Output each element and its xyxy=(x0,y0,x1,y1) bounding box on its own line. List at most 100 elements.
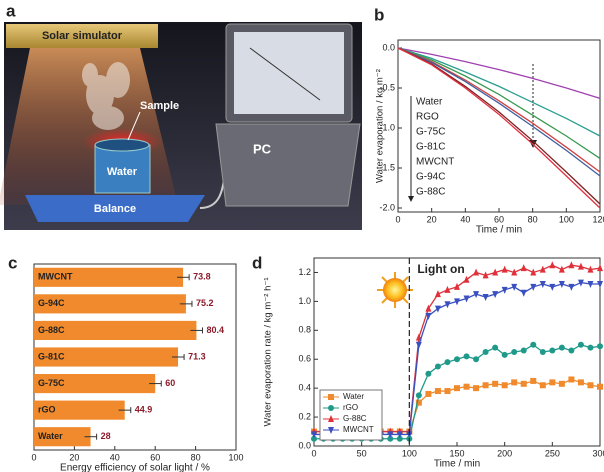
y-tick-label: 1.2 xyxy=(298,267,311,277)
panel-letter: a xyxy=(6,1,16,20)
marker xyxy=(473,268,479,275)
x-tick-label: 80 xyxy=(528,214,538,224)
category-label: MWCNT xyxy=(38,272,73,282)
marker xyxy=(492,381,498,387)
figure: Solar simulator Water Sample Balance PC … xyxy=(0,0,604,472)
legend-label: G-88C xyxy=(416,187,445,198)
legend-label: G-81C xyxy=(416,142,445,153)
legend-label: MWCNT xyxy=(416,157,454,168)
y-tick-label: 0.4 xyxy=(298,383,311,393)
marker xyxy=(549,348,555,354)
marker xyxy=(425,371,431,377)
legend-label: G-88C xyxy=(343,414,367,423)
laptop-keyboard xyxy=(216,124,360,206)
value-label: 71.3 xyxy=(188,351,206,361)
marker xyxy=(483,382,489,388)
marker xyxy=(521,290,527,297)
marker xyxy=(416,392,422,398)
marker xyxy=(416,342,422,349)
marker xyxy=(425,391,431,397)
category-label: rGO xyxy=(38,405,56,415)
marker xyxy=(559,381,565,387)
beaker-top xyxy=(95,139,149,151)
x-tick-label: 60 xyxy=(150,452,160,462)
marker xyxy=(328,394,334,400)
marker xyxy=(444,359,450,365)
marker xyxy=(454,283,460,290)
marker xyxy=(435,306,441,313)
y-tick-label: 0.2 xyxy=(298,411,311,421)
marker xyxy=(540,349,546,355)
balance-label: Balance xyxy=(94,203,136,215)
value-label: 73.8 xyxy=(193,272,211,282)
marker xyxy=(464,384,470,390)
marker xyxy=(454,356,460,362)
y-tick-label: 0.0 xyxy=(382,42,395,52)
value-label: 80.4 xyxy=(206,325,224,335)
marker xyxy=(502,352,508,358)
marker xyxy=(549,261,555,268)
marker xyxy=(328,405,334,411)
marker xyxy=(568,376,574,382)
x-tick-label: 80 xyxy=(191,452,201,462)
value-label: 44.9 xyxy=(135,405,153,415)
y-tick-label: 1.0 xyxy=(298,296,311,306)
category-label: G-94C xyxy=(38,298,65,308)
screen xyxy=(234,32,344,114)
value-label: 28 xyxy=(101,431,111,441)
marker xyxy=(454,385,460,391)
marker xyxy=(502,266,508,273)
marker xyxy=(530,342,536,348)
y-axis-label: Water evaporation / kg m⁻² xyxy=(375,69,386,183)
legend-label: G-94C xyxy=(416,172,445,183)
marker xyxy=(521,348,527,354)
x-tick-label: 20 xyxy=(427,214,437,224)
marker xyxy=(464,353,470,359)
panel-letter: c xyxy=(8,253,17,272)
category-label: G-75C xyxy=(38,378,65,388)
marker xyxy=(435,388,441,394)
x-tick-label: 100 xyxy=(402,448,417,458)
marker xyxy=(511,349,517,355)
marker xyxy=(549,284,555,291)
marker xyxy=(597,384,603,390)
x-tick-label: 100 xyxy=(559,214,574,224)
legend-label: RGO xyxy=(416,112,439,123)
category-label: G-88C xyxy=(38,325,65,335)
annotation: Light on xyxy=(417,262,464,276)
marker xyxy=(597,343,603,349)
marker xyxy=(587,345,593,351)
x-tick-label: 60 xyxy=(494,214,504,224)
x-axis-label: Time / min xyxy=(434,459,480,470)
y-tick-label: 0.8 xyxy=(298,325,311,335)
sample-label: Sample xyxy=(140,100,179,112)
marker xyxy=(559,345,565,351)
legend-label: Water xyxy=(416,97,443,108)
value-label: 75.2 xyxy=(196,298,214,308)
x-tick-label: 100 xyxy=(228,452,243,462)
legend-label: MWCNT xyxy=(343,425,374,434)
pc-label: PC xyxy=(253,141,272,156)
water-label: Water xyxy=(107,166,138,178)
marker xyxy=(502,382,508,388)
x-tick-label: 0 xyxy=(311,448,316,458)
legend-label: Water xyxy=(343,392,364,401)
x-tick-label: 200 xyxy=(497,448,512,458)
category-label: Water xyxy=(38,431,63,441)
marker xyxy=(530,284,536,291)
marker xyxy=(578,342,584,348)
legend-label: G-75C xyxy=(416,127,445,138)
marker xyxy=(568,261,574,268)
x-tick-label: 20 xyxy=(69,452,79,462)
x-axis-label: Energy efficiency of solar light / % xyxy=(60,463,210,472)
x-tick-label: 150 xyxy=(449,448,464,458)
marker xyxy=(587,382,593,388)
marker xyxy=(568,284,574,291)
marker xyxy=(511,379,517,385)
x-tick-label: 0 xyxy=(395,214,400,224)
panel-a: Solar simulator Water Sample Balance PC … xyxy=(0,1,362,230)
marker xyxy=(540,382,546,388)
x-tick-label: 40 xyxy=(110,452,120,462)
marker xyxy=(530,378,536,384)
marker xyxy=(568,348,574,354)
